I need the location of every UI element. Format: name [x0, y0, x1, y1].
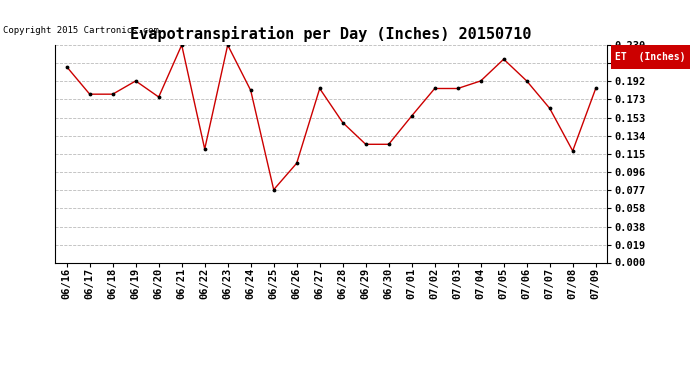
Text: Copyright 2015 Cartronics.com: Copyright 2015 Cartronics.com	[3, 26, 159, 35]
Text: Evapotranspiration per Day (Inches) 20150710: Evapotranspiration per Day (Inches) 2015…	[130, 26, 532, 42]
Text: ET  (Inches): ET (Inches)	[615, 52, 686, 62]
